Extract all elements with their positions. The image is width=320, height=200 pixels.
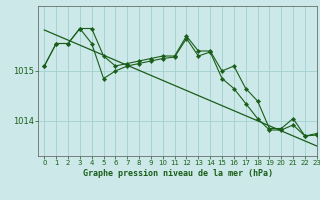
X-axis label: Graphe pression niveau de la mer (hPa): Graphe pression niveau de la mer (hPa) [83,169,273,178]
